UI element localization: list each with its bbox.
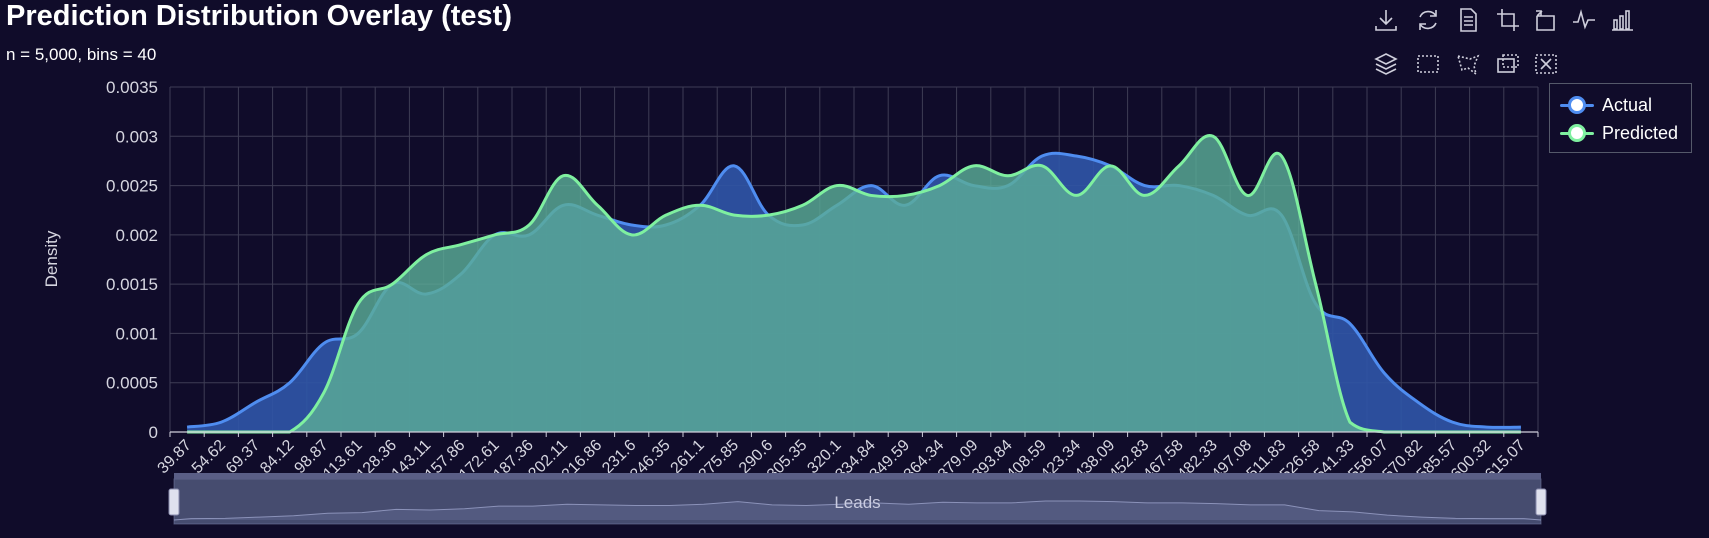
y-tick-label: 0.0015: [106, 275, 158, 294]
legend-label-predicted: Predicted: [1602, 122, 1679, 143]
y-axis-label: Density: [42, 230, 61, 287]
y-tick-label: 0.0005: [106, 374, 158, 393]
datazoom-selection[interactable]: [174, 479, 1541, 524]
y-tick-label: 0.0035: [106, 78, 158, 97]
refresh-icon[interactable]: [1414, 6, 1442, 34]
datazoom-start-handle[interactable]: [168, 488, 180, 516]
datazoom-preview-line: [173, 500, 1542, 521]
chart-subtitle: n = 5,000, bins = 40: [6, 45, 157, 64]
y-tick-label: 0.003: [115, 127, 158, 146]
series-predicted: [187, 134, 1521, 434]
datazoom-end-handle[interactable]: [1535, 488, 1547, 516]
legend-item-actual[interactable]: Actual: [1560, 92, 1652, 118]
datazoom-preview-area: [174, 501, 1541, 520]
bar-chart-icon[interactable]: [1608, 6, 1636, 34]
zoom-icon[interactable]: [1494, 6, 1522, 34]
legend-label-actual: Actual: [1602, 94, 1653, 115]
line-chart-icon[interactable]: [1570, 6, 1598, 34]
predicted-line: [187, 134, 1521, 434]
datazoom-label: Leads: [834, 493, 880, 512]
y-tick-label: 0: [149, 423, 158, 442]
data-view-icon[interactable]: [1454, 6, 1482, 34]
x-tick-label: 54.62: [189, 437, 229, 477]
datazoom-slider[interactable]: Leads: [168, 473, 1547, 525]
legend-item-predicted[interactable]: Predicted: [1560, 120, 1678, 146]
y-tick-label: 0.0025: [106, 177, 158, 196]
x-tick-label: 69.37: [223, 437, 263, 477]
clear-select-icon[interactable]: [1532, 50, 1560, 78]
chart-toolbox: [1372, 4, 1672, 84]
rect-select-icon[interactable]: [1414, 50, 1442, 78]
zoom-reset-icon[interactable]: [1532, 6, 1560, 34]
predicted-area: [187, 135, 1521, 432]
stack-icon[interactable]: [1372, 50, 1400, 78]
datazoom-move-bar[interactable]: [174, 473, 1541, 479]
y-tick-label: 0.001: [115, 324, 158, 343]
y-tick-label: 0.002: [115, 226, 158, 245]
x-tick-label: 39.87: [155, 437, 195, 477]
x-tick-label: 84.12: [257, 437, 297, 477]
lasso-select-icon[interactable]: [1454, 50, 1482, 78]
keep-select-icon[interactable]: [1494, 50, 1522, 78]
download-icon[interactable]: [1372, 6, 1400, 34]
chart-title: Prediction Distribution Overlay (test): [6, 0, 512, 32]
legend: Actual Predicted: [1549, 83, 1692, 153]
